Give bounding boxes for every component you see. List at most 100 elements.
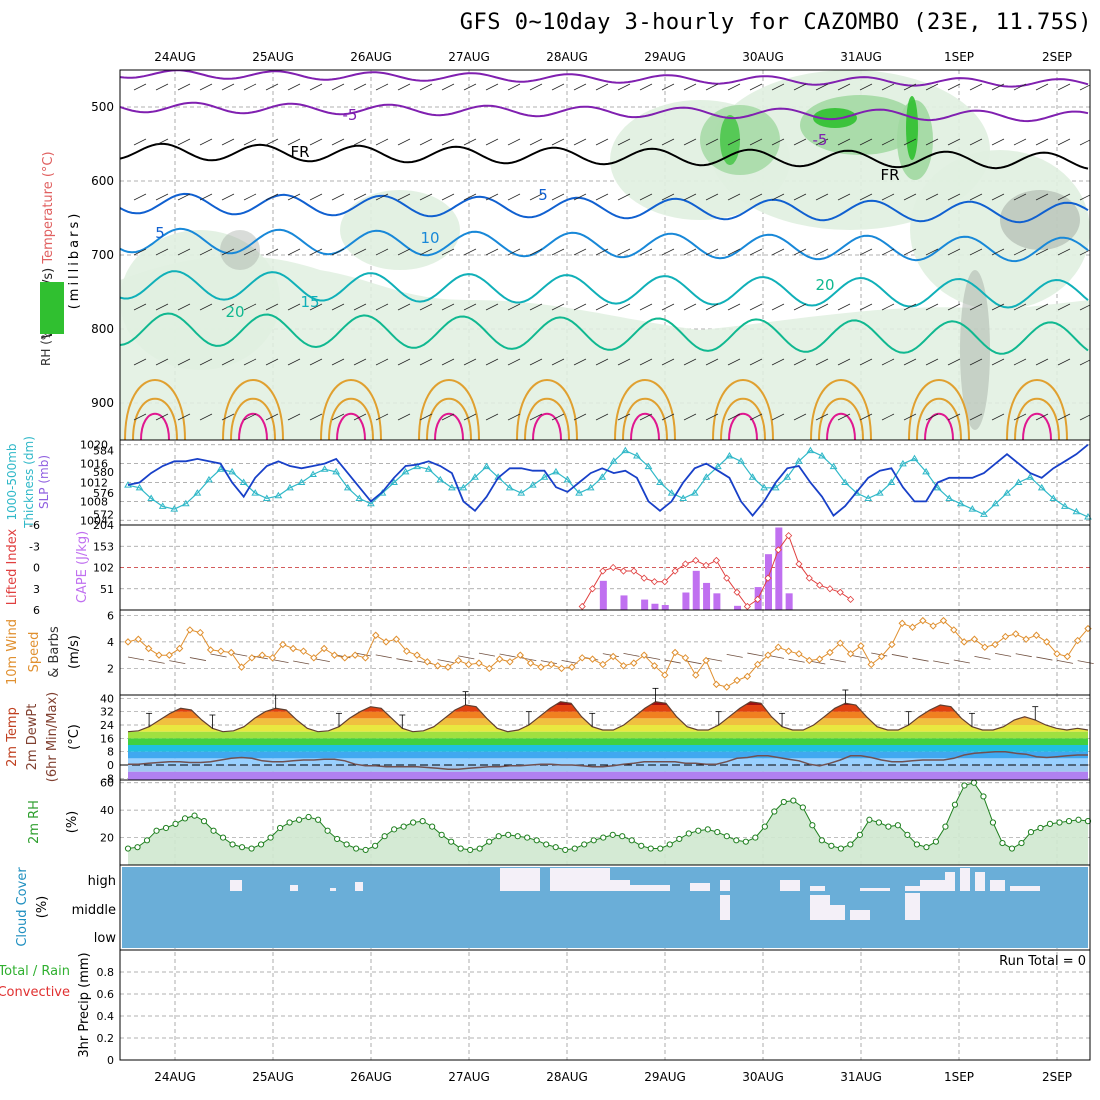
upper-wind-barb	[639, 83, 653, 91]
rh2m-line-point	[714, 828, 721, 836]
cloud-level-label: low	[94, 931, 117, 946]
lifted-index-point	[733, 588, 741, 596]
lifted-index-point	[847, 595, 855, 603]
upper-wind-barb	[969, 248, 983, 256]
upper-wind-barb	[771, 193, 785, 201]
rh2m-line-point	[723, 833, 730, 840]
upper-wind-barb	[925, 248, 939, 256]
surface-wind-barb	[437, 659, 454, 663]
upper-wind-barb	[991, 248, 1005, 256]
upper-wind-barb	[1035, 358, 1049, 366]
wind-tick: 4	[107, 636, 114, 649]
warm-temp-arc	[328, 397, 374, 440]
thickness-line-point	[401, 467, 410, 475]
upper-wind-barb	[177, 248, 191, 256]
rh-tick: 40	[100, 804, 114, 817]
date-label-top: 1SEP	[944, 50, 974, 64]
slp-tick: 1004	[80, 514, 108, 527]
upper-wind-barb	[639, 358, 653, 366]
upper-wind-barb	[837, 193, 851, 201]
upper-wind-barb	[199, 193, 213, 201]
upper-wind-barb	[859, 248, 873, 256]
upper-wind-barb	[793, 138, 807, 146]
surface-wind-barb	[520, 657, 537, 661]
thickness-line-point	[991, 499, 1000, 507]
upper-wind-barb	[331, 248, 345, 256]
upper-wind-barb	[353, 248, 367, 256]
lifted-index-point	[661, 578, 669, 586]
li-tick: -6	[29, 519, 40, 532]
thickness-line-point	[286, 483, 294, 491]
rh2m-line-point	[761, 823, 768, 830]
upper-wind-barb	[661, 138, 675, 146]
rh2m-line-point	[619, 833, 626, 840]
upper-wind-barb	[243, 138, 257, 146]
upper-wind-barb	[1057, 303, 1071, 311]
upper-wind-barb	[199, 83, 213, 91]
thickness-line-point	[875, 489, 884, 496]
upper-wind-barb	[991, 303, 1005, 311]
rh2m-line-point	[980, 793, 987, 800]
thickness-line-point	[216, 465, 225, 472]
thickness-line-point	[841, 478, 849, 485]
lifted-index-point	[785, 532, 793, 540]
rh2m-line-point	[153, 827, 160, 834]
surface-wind-barb	[685, 660, 702, 665]
surface-wind-barb	[829, 658, 847, 663]
upper-wind-barb	[419, 413, 433, 421]
wind-speed-line-point	[991, 640, 999, 649]
rh2m-line-point	[771, 808, 778, 815]
thickness-line-point	[505, 483, 514, 491]
upper-wind-barb	[595, 83, 609, 91]
upper-wind-barb	[639, 138, 653, 146]
upper-wind-barb	[133, 248, 147, 256]
upper-wind-barb	[309, 193, 323, 201]
thickness-line-point	[609, 457, 618, 464]
wind-speed-line-point	[423, 658, 432, 666]
lifted-index-point	[754, 595, 762, 603]
thickness-line-point	[528, 481, 537, 488]
wind-speed-line-point	[733, 676, 741, 685]
rh2m-line-point	[543, 841, 550, 848]
rh-shade	[906, 96, 918, 160]
upper-wind-barb	[793, 413, 807, 421]
panel-ylabel: Lifted Index	[5, 528, 20, 605]
thickness-line-point	[1003, 489, 1011, 496]
wind-speed-line-point	[196, 628, 204, 637]
thickness-line-point	[702, 473, 711, 480]
temp-band	[128, 701, 1088, 705]
upper-wind-barb	[595, 358, 609, 366]
panel-ylabel: (6hr Min/Max)	[45, 692, 60, 782]
upper-wind-barb	[133, 193, 147, 201]
li-tick: -3	[29, 540, 40, 553]
wind-speed-line-point	[516, 651, 524, 659]
upper-wind-barb	[309, 248, 323, 256]
wind-speed-line-point	[165, 651, 173, 659]
wind-speed-line-point	[753, 660, 762, 669]
upper-wind-barb	[199, 248, 213, 256]
temp-contour-15	[120, 270, 1089, 309]
li-tick: 3	[33, 583, 40, 596]
wind-speed-line-point	[1073, 636, 1082, 645]
date-label-bottom: 27AUG	[448, 1070, 490, 1084]
upper-wind-barb	[947, 193, 961, 201]
wind-speed-line-point	[134, 635, 143, 643]
cape-bar	[661, 605, 669, 610]
cloud-block	[810, 895, 830, 920]
thickness-line-point	[482, 462, 491, 470]
cloud-block	[230, 880, 242, 891]
surface-wind-barb	[169, 660, 186, 665]
warm-temp-arc	[524, 397, 570, 440]
wind-speed-line-point	[227, 648, 235, 657]
wind-speed-line-point	[692, 671, 700, 679]
temp-tick: 32	[100, 706, 114, 719]
rh2m-line-point	[162, 824, 170, 832]
cape-bar	[682, 592, 690, 610]
upper-wind-barb	[397, 303, 411, 311]
upper-wind-barb	[749, 248, 763, 256]
upper-wind-barb	[419, 358, 433, 366]
pressure-tick-label: 900	[91, 396, 114, 410]
thickness-line-point	[309, 470, 317, 478]
surface-wind-barb	[644, 656, 661, 660]
surface-wind-barb	[891, 654, 908, 658]
